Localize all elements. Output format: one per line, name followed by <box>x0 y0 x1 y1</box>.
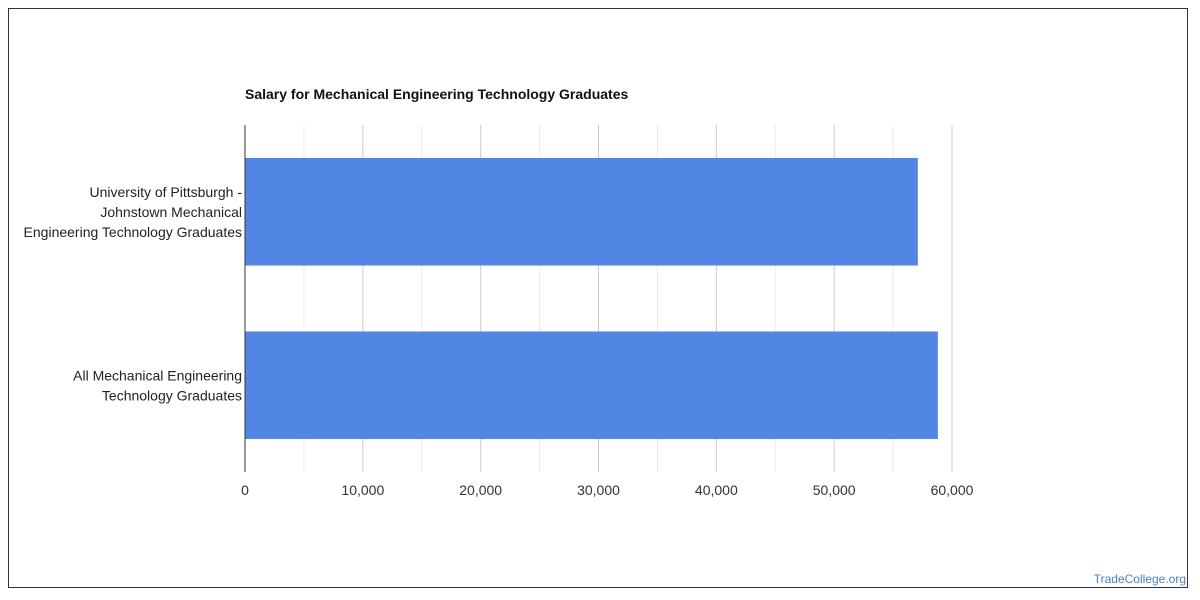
bar[interactable] <box>245 331 938 440</box>
x-axis-tick-labels: 0 10,000 20,000 30,000 40,000 50,000 60,000 <box>241 482 974 498</box>
x-tick-label: 60,000 <box>931 482 974 498</box>
category-label-line: All Mechanical Engineering <box>73 367 242 383</box>
bars <box>245 157 938 440</box>
category-label-line: Engineering Technology Graduates <box>24 224 242 240</box>
source-credit[interactable]: TradeCollege.org <box>1093 572 1186 586</box>
x-tick-label: 20,000 <box>459 482 502 498</box>
x-tick-label: 10,000 <box>341 482 384 498</box>
category-label-line: Technology Graduates <box>102 387 242 403</box>
x-tick-label: 0 <box>241 482 249 498</box>
x-tick-label: 30,000 <box>577 482 620 498</box>
category-label-line: University of Pittsburgh - <box>90 184 243 200</box>
category-labels: University of Pittsburgh - Johnstown Mech… <box>24 184 243 404</box>
x-tick-label: 40,000 <box>695 482 738 498</box>
category-label: University of Pittsburgh - Johnstown Mech… <box>24 184 243 240</box>
category-label-line: Johnstown Mechanical <box>100 204 242 220</box>
bar[interactable] <box>245 157 918 266</box>
category-label: All Mechanical Engineering Technology Gra… <box>73 367 242 403</box>
x-tick-label: 50,000 <box>813 482 856 498</box>
chart-title: Salary for Mechanical Engineering Techno… <box>245 86 628 102</box>
